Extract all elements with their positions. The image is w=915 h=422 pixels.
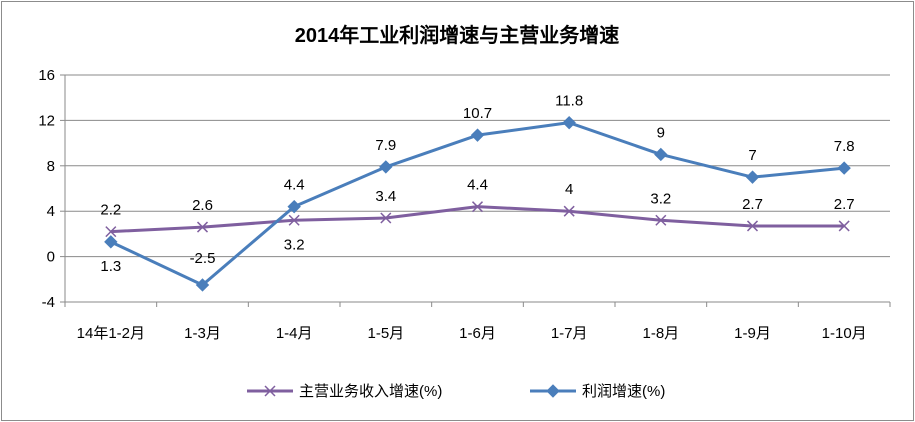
x-marker [380,212,392,224]
x-marker [655,214,667,226]
x-marker [471,201,484,213]
y-tick-label: 0 [47,249,55,266]
revenue-data-label: 2.6 [192,197,213,214]
data-labels: 2.2 2.6 3.2 3.4 4.4 4 3.2 2.7 2.7 1.3 -2.5 4.4 7.9 10… [100,93,854,275]
x-marker-stroke [380,212,392,224]
diamond-marker [654,147,668,162]
revenue-data-label: 3.2 [284,236,305,253]
y-tick-label: -4 [42,294,55,311]
x-marker [563,205,575,217]
y-axis-ticks: -4 0 4 8 12 16 [38,67,55,311]
diamond-marker [837,161,851,175]
legend-label-0: 主营业务收入增速(%) [299,383,442,400]
x-marker [196,221,209,233]
chart-title: 2014年工业利润增速与主营业务增速 [295,23,620,47]
y-tick-label: 4 [47,203,55,220]
revenue-data-label: 2.2 [100,202,121,219]
profit-data-label: 9 [657,124,665,141]
x-marker [264,385,276,397]
diamond-marker [195,278,210,292]
x-tick-label: 1-4月 [276,325,313,342]
profit-data-label: 7 [748,147,756,164]
axes [60,74,891,307]
legend: 主营业务收入增速(%) 利润增速(%) [247,383,665,400]
x-marker [288,214,300,226]
x-marker [105,226,117,238]
x-tick-label: 1-9月 [734,325,771,342]
y-tick-label: 12 [38,112,55,129]
profit-data-label: 7.9 [375,137,396,154]
x-tick-label: 1-8月 [642,325,679,342]
revenue-data-label: 4 [565,181,573,198]
diamond-marker [470,128,485,142]
x-tick-label: 1-7月 [551,325,588,342]
x-tick-label: 1-6月 [459,325,496,342]
x-marker-stroke [288,214,300,226]
diamond-marker [546,384,560,398]
x-tick-label: 14年1-2月 [77,325,145,342]
x-tick-label: 1-10月 [822,325,867,342]
revenue-data-label: 4.4 [467,177,488,194]
diamond-marker [104,235,118,249]
y-tick-label: 8 [47,158,55,175]
grid-lines [65,74,890,258]
x-marker-stroke [563,205,575,217]
profit-data-label: 7.8 [834,138,855,155]
x-marker-stroke [838,220,850,232]
diamond-marker [379,160,393,174]
revenue-data-label: 2.7 [834,196,855,213]
x-marker [746,220,759,232]
y-tick-label: 16 [38,67,55,84]
profit-data-label: 11.8 [555,93,583,110]
series-line-0 [110,205,845,234]
x-marker-stroke [264,385,276,397]
revenue-data-label: 3.4 [375,188,396,205]
x-marker [838,220,850,232]
x-axis-ticks: 14年1-2月 1-3月 1-4月 1-5月 1-6月 1-7月 1-8月 1-9月 1-10月 [77,325,867,342]
profit-data-label: 1.3 [100,258,121,275]
diamond-marker [287,199,301,214]
profit-data-label: 10.7 [463,105,492,122]
x-tick-label: 1-5月 [367,325,404,342]
revenue-data-label: 3.2 [650,190,671,207]
profit-data-label: 4.4 [284,177,305,194]
legend-label-1: 利润增速(%) [582,383,665,400]
x-tick-label: 1-3月 [184,325,221,342]
x-marker-stroke [746,220,759,232]
series-group [104,115,851,292]
profit-data-label: -2.5 [190,250,216,267]
x-marker-stroke [196,221,209,233]
x-marker-stroke [655,214,667,226]
x-marker-stroke [471,201,484,213]
revenue-data-label: 2.7 [742,196,763,213]
diamond-marker [562,115,576,130]
diamond-marker [745,170,760,184]
x-marker-stroke [105,226,117,238]
series-line-1 [110,121,845,287]
